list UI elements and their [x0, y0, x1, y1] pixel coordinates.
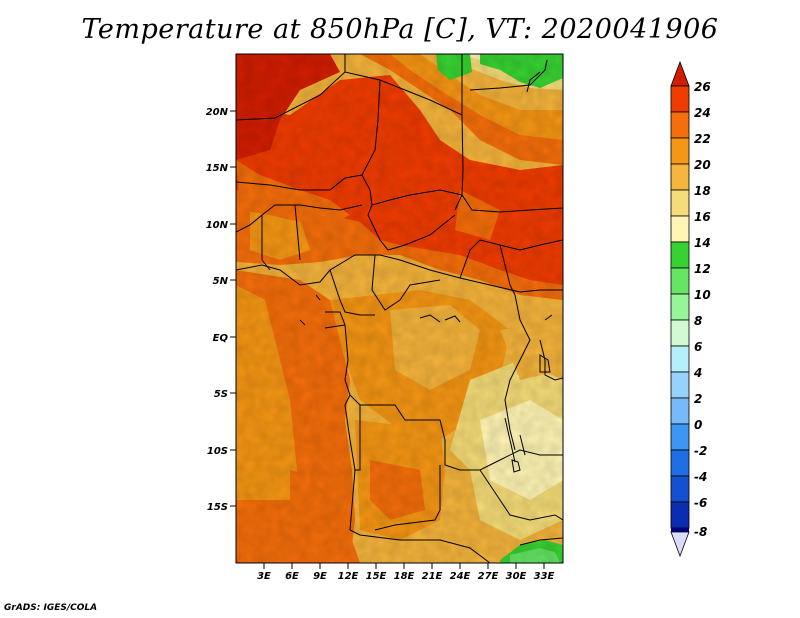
colorbar-segment — [670, 60, 690, 87]
colorbar-label: -6 — [694, 496, 707, 510]
colorbar-label: 16 — [694, 210, 711, 224]
lon-label: 3E — [257, 571, 271, 582]
lon-label: 30E — [506, 571, 527, 582]
lat-label: 15S — [207, 502, 228, 513]
colorbar-segment — [670, 163, 690, 191]
coastline-details — [299, 294, 553, 473]
colorbar-segment — [671, 528, 689, 532]
colorbar-segment — [670, 189, 690, 217]
lat-label: 20N — [206, 107, 229, 118]
lat-label: 5N — [213, 276, 229, 287]
colorbar-label: 12 — [694, 262, 711, 276]
colorbar-segment — [670, 215, 690, 243]
latitude-axis: 20N 15N 10N 5N EQ 5S 10S 15S — [206, 107, 236, 513]
colorbar-segment — [670, 501, 690, 529]
lon-label: 33E — [534, 571, 555, 582]
lat-label: 5S — [214, 389, 228, 400]
lon-label: 21E — [422, 571, 443, 582]
lon-label: 6E — [285, 571, 299, 582]
lon-label: 12E — [338, 571, 359, 582]
colorbar-segment — [670, 423, 690, 451]
colorbar-segment — [670, 111, 690, 139]
colorbar-label: 14 — [694, 236, 711, 250]
lon-label: 27E — [478, 571, 499, 582]
colorbar: 26 24 22 20 18 16 14 12 10 8 6 4 2 0 -2 … — [670, 60, 711, 558]
colorbar-segment — [670, 293, 690, 321]
colorbar-label: -8 — [694, 525, 707, 539]
colorbar-segment — [670, 345, 690, 373]
colorbar-segment — [670, 85, 690, 113]
colorbar-segment — [670, 397, 690, 425]
colorbar-segment — [670, 531, 690, 558]
lat-label: 15N — [206, 163, 229, 174]
colorbar-segment — [670, 241, 690, 269]
lon-label: 24E — [450, 571, 471, 582]
colorbar-segment — [670, 475, 690, 503]
lon-label: 18E — [394, 571, 415, 582]
colorbar-label: -4 — [694, 470, 707, 484]
colorbar-label: 8 — [694, 314, 702, 328]
colorbar-label: 6 — [694, 340, 702, 354]
lat-label: EQ — [213, 333, 229, 344]
temperature-field — [236, 54, 563, 563]
map-frame — [235, 53, 564, 564]
lon-label: 9E — [313, 571, 327, 582]
colorbar-segment — [670, 371, 690, 399]
longitude-axis: 3E 6E 9E 12E 15E 18E 21E 24E 27E 30E 33E — [257, 563, 555, 582]
country-boundaries — [236, 54, 563, 563]
chart-title: Temperature at 850hPa [C], VT: 202004190… — [81, 14, 719, 45]
colorbar-label: 18 — [694, 184, 711, 198]
lat-label: 10S — [207, 446, 228, 457]
colorbar-label: 24 — [694, 106, 711, 120]
colorbar-label: 2 — [694, 392, 702, 406]
colorbar-label: 22 — [694, 132, 711, 146]
lat-label: 10N — [206, 220, 229, 231]
colorbar-label: 4 — [693, 366, 702, 380]
colorbar-label: 26 — [694, 80, 711, 94]
colorbar-segment — [670, 319, 690, 347]
colorbar-segment — [670, 449, 690, 477]
lon-label: 15E — [366, 571, 387, 582]
colorbar-label: 20 — [694, 158, 711, 172]
colorbar-label: -2 — [694, 444, 707, 458]
colorbar-label: 0 — [694, 418, 702, 432]
colorbar-label: 10 — [694, 288, 711, 302]
grads-credit: GrADS: IGES/COLA — [4, 603, 98, 613]
colorbar-segment — [670, 267, 690, 295]
colorbar-segment — [670, 137, 690, 165]
